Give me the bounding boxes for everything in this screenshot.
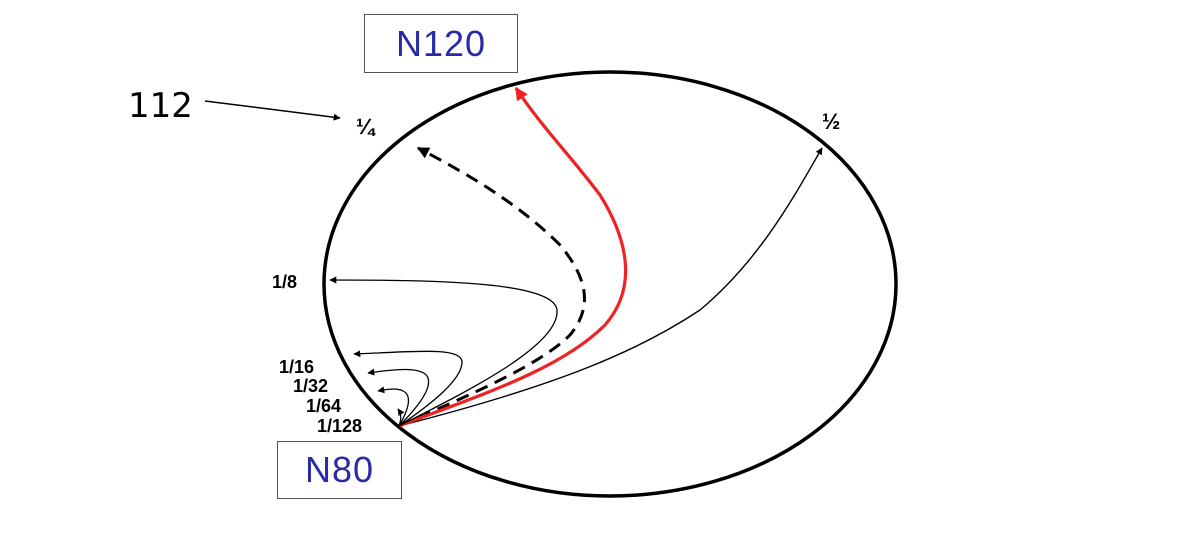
ring-label-thirty-second: 1/32 (293, 376, 328, 396)
outer-label-112: 112 (128, 86, 193, 126)
ring-label-half: ½ (822, 109, 840, 134)
identifier-ring (322, 70, 898, 498)
ring-label-one-twenty-eighth: 1/128 (317, 416, 362, 436)
finger-sixty-fourth-arrow (377, 386, 410, 427)
finger-eighth-arrow (329, 276, 558, 427)
node-n80-box: N80 (277, 441, 402, 499)
finger-thirty-second-arrow (367, 368, 430, 427)
node-n120-label: N120 (395, 22, 487, 64)
ring-label-sixty-fourth: 1/64 (306, 396, 341, 416)
finger-sixteenth-arrow (353, 350, 463, 427)
finger-half-arrow (398, 147, 823, 427)
lookup-path-red-arrow (398, 86, 628, 428)
node-n120-box: N120 (364, 14, 518, 73)
ring-label-sixteenth: 1/16 (279, 357, 314, 377)
node-n80-label: N80 (304, 449, 375, 490)
finger-quarter-dashed-arrow (398, 146, 586, 428)
pointer-arrow-112 (204, 100, 341, 121)
finger-one-twenty-eighth-arrow (397, 408, 405, 427)
ring-label-quarter: ¼ (356, 114, 376, 139)
ring-label-eighth: 1/8 (272, 272, 297, 292)
